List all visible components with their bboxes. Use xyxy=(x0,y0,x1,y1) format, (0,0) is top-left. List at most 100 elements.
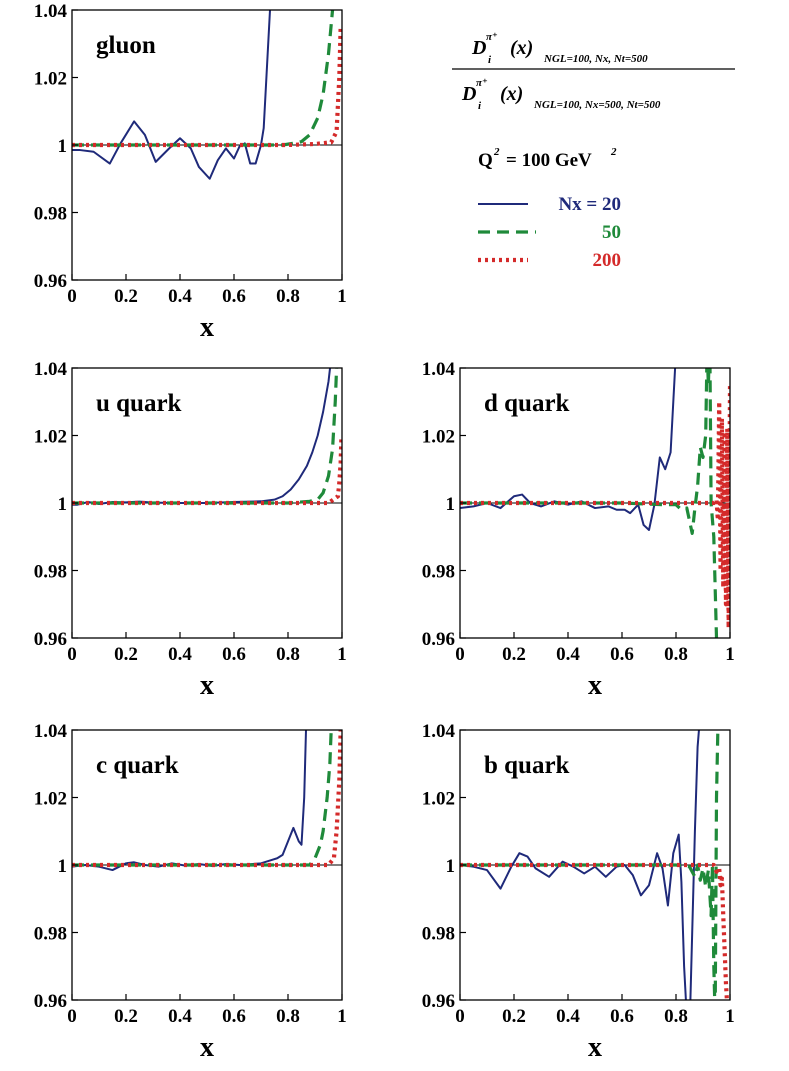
denominator-sup: π⁺ xyxy=(476,77,488,89)
d-quark-xtick-label: 0.6 xyxy=(610,644,634,665)
q2-value: = 100 GeV xyxy=(506,150,592,171)
c-quark-ytick-label: 1.04 xyxy=(34,721,68,742)
d-quark-xtick-label: 1 xyxy=(725,644,735,665)
c-quark-title: c quark xyxy=(96,752,179,779)
q2-label: Q 2 = 100 GeV 2 xyxy=(478,146,617,171)
b-quark-xtick-label: 0.8 xyxy=(664,1006,688,1027)
d-quark-ytick-label: 0.98 xyxy=(422,562,455,583)
d-quark-panel: 0 0.2 0.4 0.6 0.8 1 0.96 0.98 1 1.02 1.04 x d quark xyxy=(422,359,735,701)
u-quark-title: u quark xyxy=(96,390,182,417)
c-quark-ytick-label: 1.02 xyxy=(34,789,67,810)
numerator-sub-i: i xyxy=(488,54,492,66)
u-quark-series-dotted xyxy=(72,435,342,506)
denominator-sub-i: i xyxy=(478,100,482,112)
u-quark-xtick-label: 1 xyxy=(337,644,347,665)
b-quark-ytick-label: 1.04 xyxy=(422,721,456,742)
b-quark-ytick-label: 0.98 xyxy=(422,924,455,945)
denominator-sub: NGL=100, Nx=500, Nt=500 xyxy=(533,99,661,111)
d-quark-ytick-label: 1.04 xyxy=(422,359,456,380)
legend: Nx = 20 50 200 xyxy=(478,194,621,271)
u-quark-xtick-label: 0.2 xyxy=(114,644,138,665)
gluon-panel: 0 0.2 0.4 0.6 0.8 1 0.96 0.98 1 1.02 1.04 x gluon xyxy=(34,1,347,343)
q2-unit-sup: 2 xyxy=(610,146,617,158)
u-quark-series-solid xyxy=(72,368,332,506)
legend-label-dotted: 200 xyxy=(593,250,622,271)
u-quark-ytick-label: 0.98 xyxy=(34,562,67,583)
ratio-numerator: D i π⁺ (x) NGL=100, Nx, Nt=500 xyxy=(471,31,648,66)
gluon-xtick-label: 0.8 xyxy=(276,286,300,307)
u-quark-xtick-label: 0.8 xyxy=(276,644,300,665)
c-quark-panel: 0 0.2 0.4 0.6 0.8 1 0.96 0.98 1 1.02 1.04 x c quark xyxy=(34,721,347,1063)
c-quark-series-dashed xyxy=(72,730,333,867)
gluon-ytick-label: 1 xyxy=(58,136,68,157)
d-quark-ytick-label: 1 xyxy=(446,494,456,515)
d-quark-series-dotted xyxy=(460,384,730,630)
d-quark-xlabel: x xyxy=(588,670,602,701)
d-quark-xtick-label: 0 xyxy=(455,644,465,665)
b-quark-xtick-label: 1 xyxy=(725,1006,735,1027)
gluon-ytick-label: 0.98 xyxy=(34,204,67,225)
c-quark-xtick-label: 0.6 xyxy=(222,1006,246,1027)
u-quark-ytick-label: 1.04 xyxy=(34,359,68,380)
gluon-xtick-label: 0.2 xyxy=(114,286,138,307)
numerator-arg: (x) xyxy=(510,37,533,59)
b-quark-ytick-label: 1.02 xyxy=(422,789,455,810)
b-quark-xtick-label: 0 xyxy=(455,1006,465,1027)
numerator-sub: NGL=100, Nx, Nt=500 xyxy=(543,53,648,65)
c-quark-ytick-label: 1 xyxy=(58,856,68,877)
b-quark-series-dotted xyxy=(460,862,730,1000)
c-quark-series xyxy=(72,730,342,872)
b-quark-xtick-label: 0.6 xyxy=(610,1006,634,1027)
c-quark-xlabel: x xyxy=(200,1032,214,1063)
q2-symbol: Q xyxy=(478,150,493,171)
b-quark-series xyxy=(460,730,730,1000)
d-quark-xtick-label: 0.4 xyxy=(556,644,580,665)
c-quark-ytick-label: 0.96 xyxy=(34,991,67,1012)
b-quark-title: b quark xyxy=(484,752,570,779)
c-quark-xtick-label: 0.2 xyxy=(114,1006,138,1027)
gluon-series-dotted xyxy=(72,26,342,148)
gluon-xtick-label: 0.6 xyxy=(222,286,246,307)
b-quark-ytick-label: 0.96 xyxy=(422,991,455,1012)
u-quark-ytick-label: 0.96 xyxy=(34,629,67,650)
numerator-sup: π⁺ xyxy=(486,31,498,43)
b-quark-xtick-label: 0.2 xyxy=(502,1006,526,1027)
gluon-series-dashed xyxy=(72,10,335,147)
u-quark-panel: 0 0.2 0.4 0.6 0.8 1 0.96 0.98 1 1.02 1.04 x u quark xyxy=(34,359,347,701)
ratio-denominator: D i π⁺ (x) NGL=100, Nx=500, Nt=500 xyxy=(461,77,661,112)
gluon-series xyxy=(72,10,342,180)
gluon-xtick-label: 1 xyxy=(337,286,347,307)
u-quark-ytick-label: 1.02 xyxy=(34,427,67,448)
legend-label-dashed: 50 xyxy=(602,222,621,243)
u-quark-xtick-label: 0 xyxy=(67,644,77,665)
c-quark-ytick-label: 0.98 xyxy=(34,924,67,945)
denominator-arg: (x) xyxy=(500,83,523,105)
c-quark-xtick-label: 1 xyxy=(337,1006,347,1027)
d-quark-ytick-label: 1.02 xyxy=(422,427,455,448)
d-quark-xtick-label: 0.8 xyxy=(664,644,688,665)
ratio-label: D i π⁺ (x) NGL=100, Nx, Nt=500 D i π⁺ (x… xyxy=(452,31,735,112)
b-quark-xtick-label: 0.4 xyxy=(556,1006,580,1027)
d-quark-ytick-label: 0.96 xyxy=(422,629,455,650)
u-quark-xtick-label: 0.6 xyxy=(222,644,246,665)
b-quark-series-solid xyxy=(460,730,700,1000)
gluon-ytick-label: 1.02 xyxy=(34,69,67,90)
u-quark-series xyxy=(72,368,342,506)
u-quark-xtick-label: 0.4 xyxy=(168,644,192,665)
c-quark-series-dotted xyxy=(72,730,342,868)
gluon-xlabel: x xyxy=(200,312,214,343)
u-quark-xlabel: x xyxy=(200,670,214,701)
gluon-ytick-label: 0.96 xyxy=(34,271,67,292)
d-quark-xtick-label: 0.2 xyxy=(502,644,526,665)
gluon-series-solid xyxy=(72,10,272,180)
u-quark-series-dashed xyxy=(72,368,339,505)
c-quark-series-solid xyxy=(72,730,308,872)
d-quark-series xyxy=(460,368,730,638)
gluon-title: gluon xyxy=(96,32,156,59)
c-quark-xtick-label: 0 xyxy=(67,1006,77,1027)
c-quark-xtick-label: 0.4 xyxy=(168,1006,192,1027)
b-quark-xlabel: x xyxy=(588,1032,602,1063)
denominator-base: D xyxy=(461,83,476,105)
d-quark-title: d quark xyxy=(484,390,570,417)
